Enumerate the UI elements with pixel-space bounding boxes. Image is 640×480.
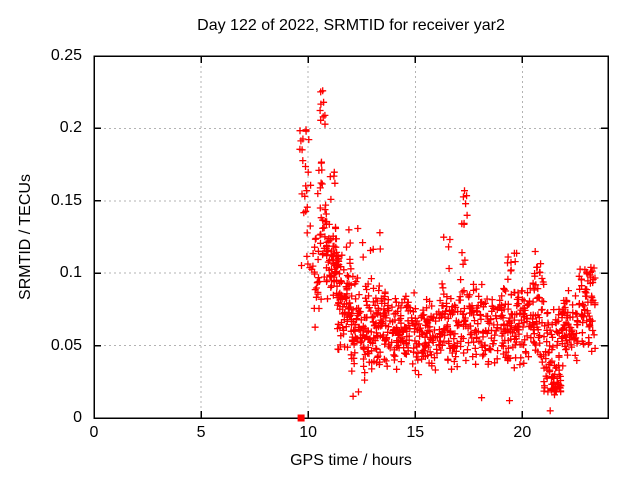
x-tick-label: 10 [299,424,318,441]
y-tick-label: 0.25 [50,47,82,64]
y-tick-label: 0.2 [59,119,82,137]
y-tick-label: 0.15 [50,191,82,209]
start-marker [297,414,305,422]
x-tick-label: 0 [89,424,99,441]
scatter-points [296,87,599,415]
y-tick-label: 0.1 [59,264,82,282]
chart-title: Day 122 of 2022, SRMTID for receiver yar… [197,17,505,34]
y-tick-label: 0.05 [50,336,82,354]
y-tick-label: 0 [73,409,82,426]
x-tick-label: 5 [196,424,206,441]
grid-lines [94,56,608,418]
x-axis-label: GPS time / hours [290,452,412,469]
plot-border [93,55,609,419]
x-tick-label: 20 [513,424,532,441]
x-tick-label: 15 [406,424,425,441]
